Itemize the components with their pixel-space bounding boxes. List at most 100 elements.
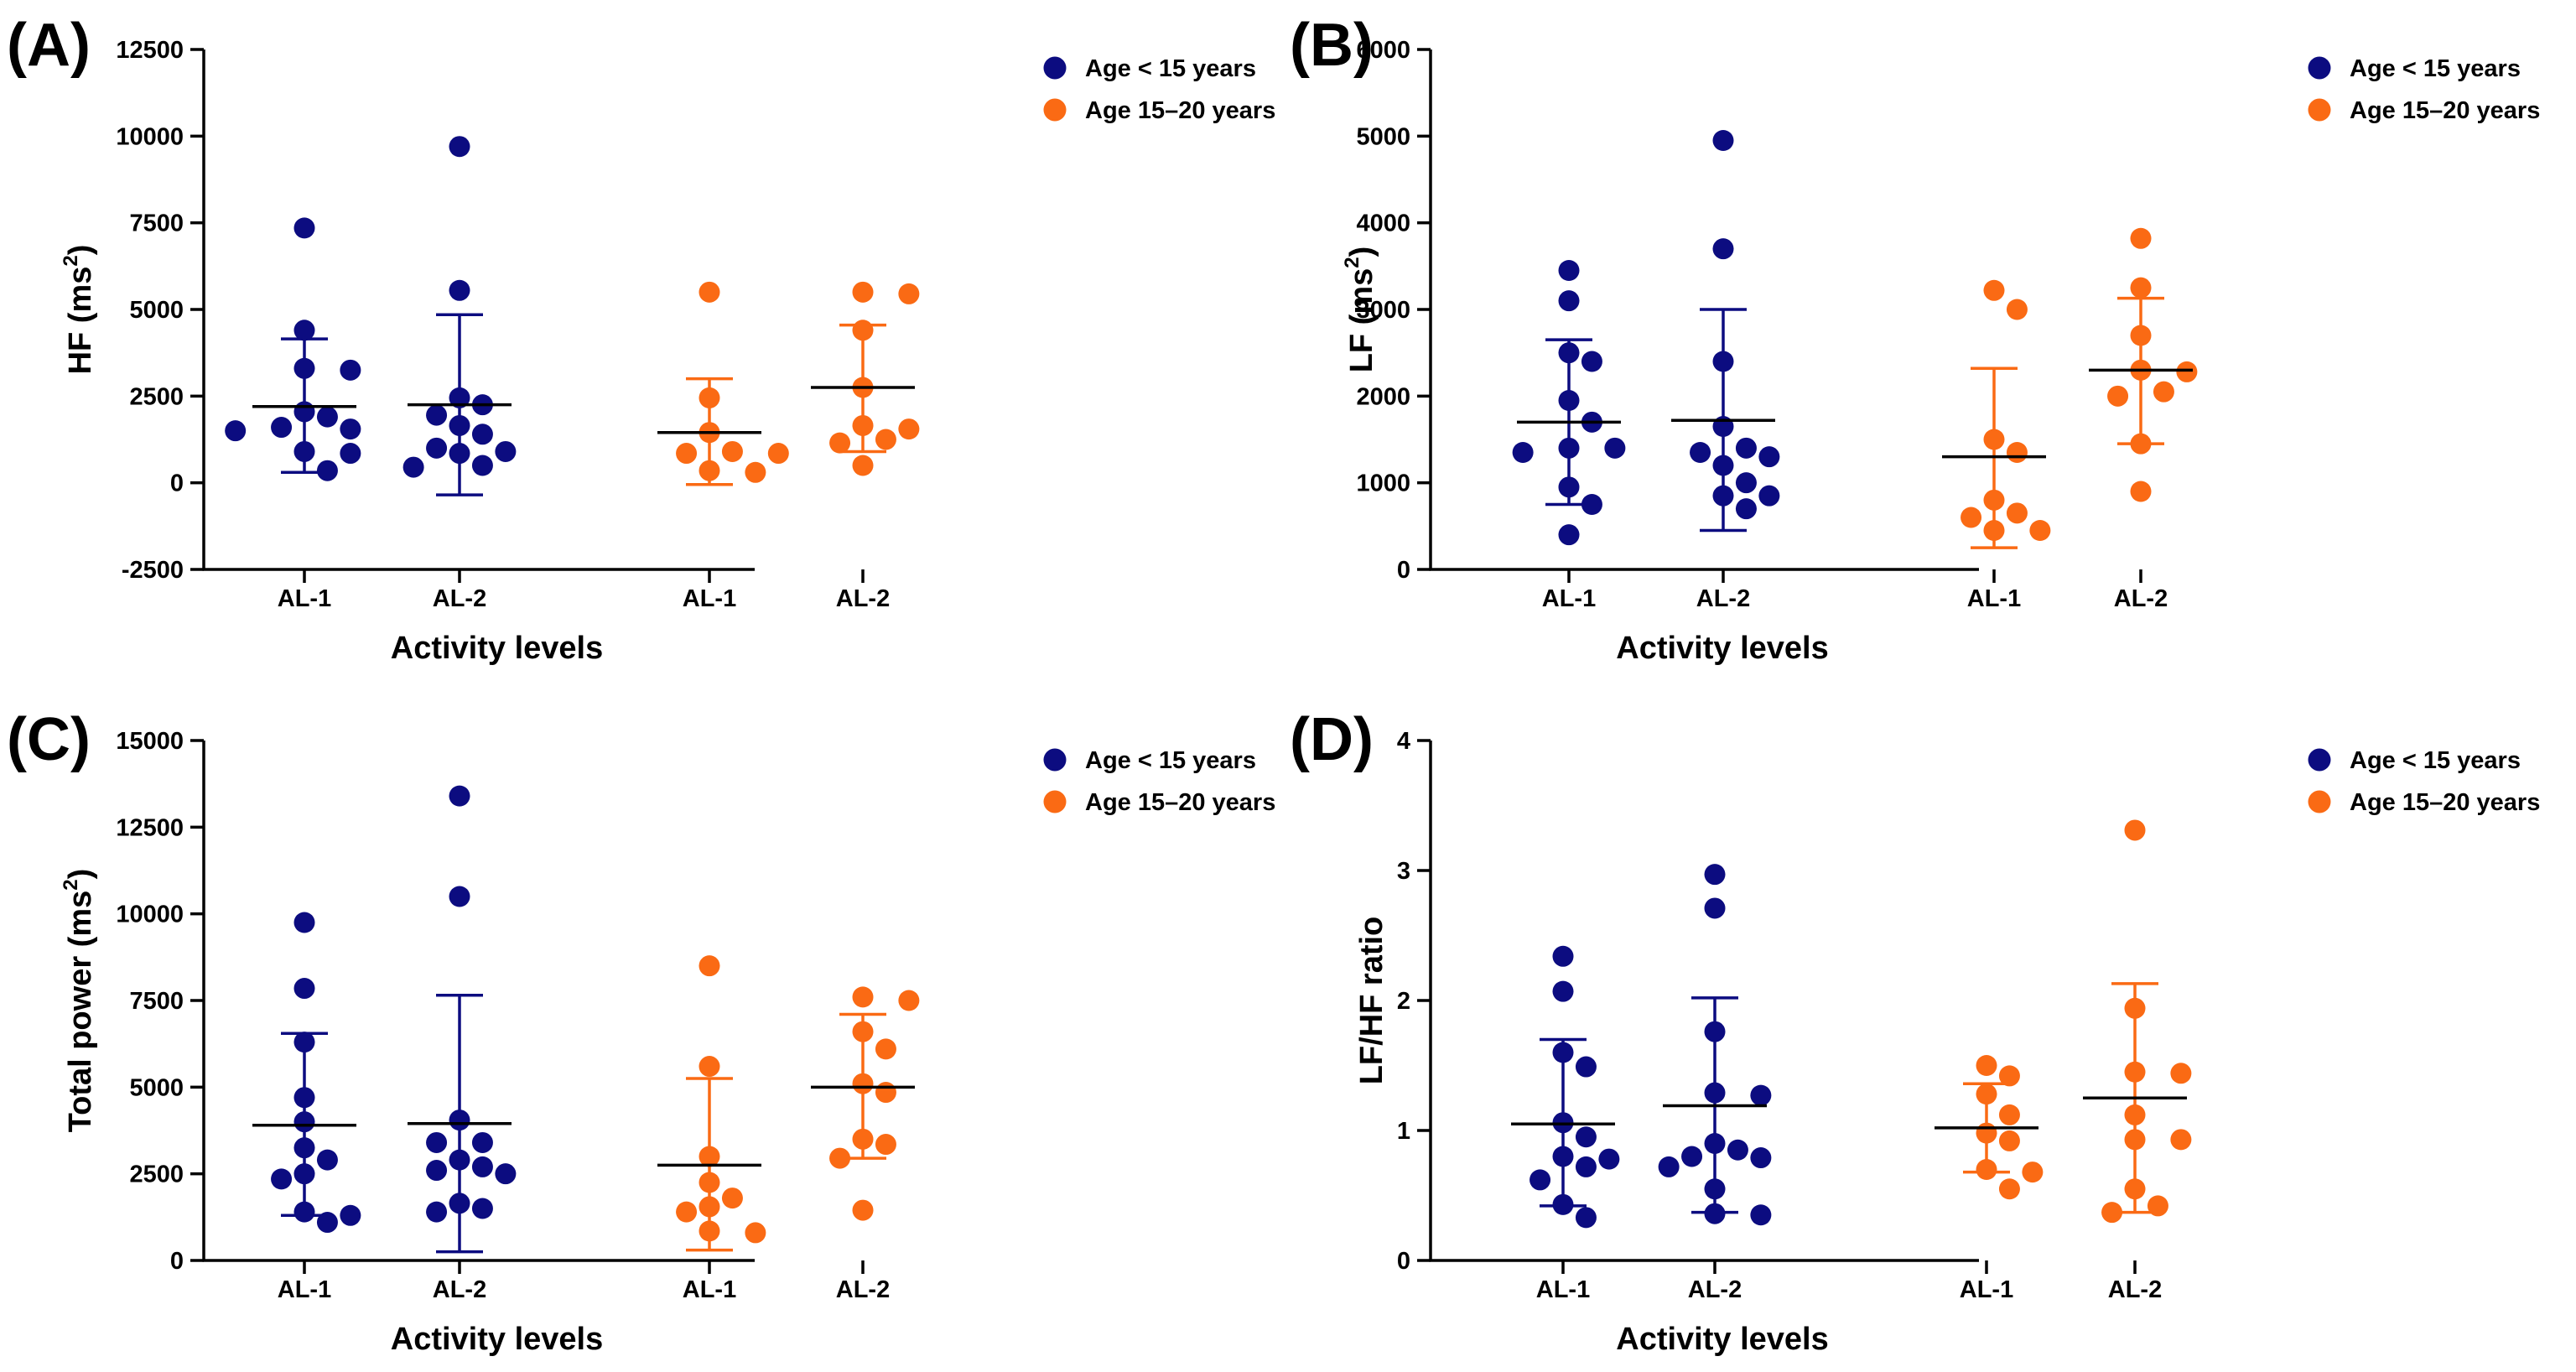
- panel-c-data-point: [340, 1204, 361, 1226]
- panel-a-data-point: [316, 406, 338, 428]
- panel-b-data-point: [1712, 455, 1734, 476]
- panel-b-legend-label: Age < 15 years: [2350, 55, 2521, 82]
- panel-c-label: (C): [7, 706, 91, 773]
- panel-c-data-point: [852, 1199, 874, 1221]
- panel-d-data-point: [1998, 1178, 2020, 1200]
- panel-a-legend-marker: [1043, 56, 1067, 80]
- panel-b-data-point: [2029, 520, 2051, 541]
- panel-c-data-point: [293, 1032, 315, 1053]
- panel-b-data-point: [1712, 238, 1734, 260]
- panel-b-data-point: [1758, 446, 1780, 468]
- panel-d-data-point: [2101, 1202, 2123, 1224]
- panel-d-data-point: [1976, 1122, 1997, 1144]
- panel-a-data-point: [449, 443, 470, 465]
- panel-a-data-point: [449, 414, 470, 436]
- panel-b-data-point: [1712, 130, 1734, 151]
- panel-c-x-tick-label: AL-1: [278, 1276, 331, 1303]
- panel-d-data-point: [1575, 1126, 1597, 1148]
- panel-c-data-point: [852, 1021, 874, 1042]
- panel-c-y-tick-label: 2500: [129, 1162, 184, 1188]
- panel-d-data-point: [1998, 1065, 2020, 1087]
- panel-c-data-point: [699, 1146, 720, 1167]
- panel-d-data-point: [1704, 1133, 1726, 1154]
- panel-d-y-tick-label: 3: [1397, 858, 1410, 885]
- panel-a-data-point: [293, 357, 315, 379]
- panel-b-data-point: [1558, 260, 1580, 281]
- panel-b-x-tick-label: AL-1: [1542, 585, 1596, 612]
- panel-b-data-point: [1983, 489, 2005, 511]
- panel-c-y-axis-title-main: Total power (ms: [63, 891, 98, 1133]
- panel-a-data-point: [293, 217, 315, 239]
- panel-c-data-point: [449, 1193, 470, 1214]
- panel-d-data-point: [1552, 1042, 1574, 1063]
- panel-c-data-point: [875, 1134, 896, 1156]
- panel-c-data-point: [852, 986, 874, 1008]
- panel-c-data-point: [829, 1147, 851, 1169]
- panel-d-data-point: [2170, 1129, 2192, 1151]
- panel-c-y-tick-label: 7500: [129, 988, 184, 1015]
- panel-c-y-tick-label: 10000: [116, 902, 184, 928]
- panel-d-data-point: [1530, 1169, 1551, 1191]
- panel-a-data-point: [875, 429, 896, 450]
- panel-b-data-point: [1983, 279, 2005, 301]
- panel-c-legend-label: Age < 15 years: [1085, 747, 1256, 774]
- panel-a-data-point: [676, 443, 698, 465]
- panel-d-data-point: [1704, 1203, 1726, 1224]
- panel-b-y-axis-title-close: ): [1344, 247, 1379, 257]
- panel-a-data-point: [852, 414, 874, 436]
- panel-d-data-point: [1976, 1055, 1997, 1076]
- panel-b-x-tick-label: AL-1: [1967, 585, 2021, 612]
- panel-a-y-axis-title: HF (ms2): [60, 245, 98, 375]
- panel-a-data-point: [721, 440, 743, 462]
- panel-d-data-point: [1704, 864, 1726, 886]
- panel-d-y-tick-label: 4: [1397, 728, 1410, 755]
- panel-c-data-point: [316, 1149, 338, 1171]
- panel-d-data-point: [1575, 1056, 1597, 1078]
- panel-d-data-point: [2147, 1195, 2168, 1217]
- panel-b-data-point: [1712, 485, 1734, 507]
- panel-c-data-point: [721, 1188, 743, 1209]
- panel-d-data-point: [2124, 1178, 2146, 1200]
- panel-b: (B) 0 1000 2000 3000 4000 5000 6000 LF (ms2) AL-1…: [1290, 12, 2540, 666]
- panel-b-data-point: [2130, 481, 2152, 502]
- panel-c-data-point: [699, 1056, 720, 1078]
- panel-d-data-point: [1552, 1146, 1574, 1167]
- panel-d-legend-label: Age 15–20 years: [2350, 789, 2540, 816]
- panel-d-x-tick-label: AL-2: [1688, 1276, 1742, 1303]
- panel-c-x-axis-title: Activity levels: [391, 1322, 603, 1357]
- panel-d-legend-label: Age < 15 years: [2350, 747, 2521, 774]
- panel-a-x-tick-label: AL-2: [836, 585, 890, 612]
- panel-a-data-point: [699, 387, 720, 408]
- panel-c-data-point: [852, 1073, 874, 1094]
- panel-a-y-tick-label: 7500: [129, 210, 184, 237]
- panel-c-data-point: [293, 912, 315, 933]
- panel-d-data-point: [1658, 1156, 1680, 1177]
- panel-d-data-point: [1704, 897, 1726, 919]
- panel-d-data-point: [1575, 1207, 1597, 1229]
- panel-c-data-point: [293, 1137, 315, 1159]
- panel-c-legend-label: Age 15–20 years: [1085, 789, 1275, 816]
- panel-a-y-tick-label: -2500: [122, 557, 184, 584]
- panel-b-data-point: [1558, 437, 1580, 459]
- panel-d-data-point: [1998, 1130, 2020, 1151]
- panel-b-data-point: [1735, 472, 1757, 494]
- panel-b-data-point: [1983, 520, 2005, 541]
- panel-d-data-point: [2170, 1063, 2192, 1084]
- panel-b-label: (B): [1290, 12, 1374, 79]
- panel-c-y-tick-label: 0: [170, 1248, 184, 1275]
- panel-b-data-point: [1581, 494, 1602, 515]
- panel-b-data-point: [1512, 442, 1534, 463]
- panel-d-data-point: [1704, 1178, 1726, 1200]
- panel-d-x-tick-label: AL-2: [2108, 1276, 2162, 1303]
- panel-a-y-tick-label: 5000: [129, 297, 184, 324]
- panel-a-data-point: [316, 460, 338, 481]
- panel-a-y-tick-label: 0: [170, 470, 184, 497]
- panel-a-legend-label: Age < 15 years: [1085, 55, 1256, 82]
- panel-b-data-point: [1604, 437, 1626, 459]
- panel-d-x-tick-label: AL-1: [1536, 1276, 1590, 1303]
- panel-d-data-point: [1976, 1084, 1997, 1105]
- panel-c-data-point: [426, 1160, 448, 1182]
- panel-b-y-tick-label: 2000: [1356, 383, 1410, 410]
- panel-a-data-point: [852, 320, 874, 341]
- panel-a-x-tick-label: AL-1: [278, 585, 331, 612]
